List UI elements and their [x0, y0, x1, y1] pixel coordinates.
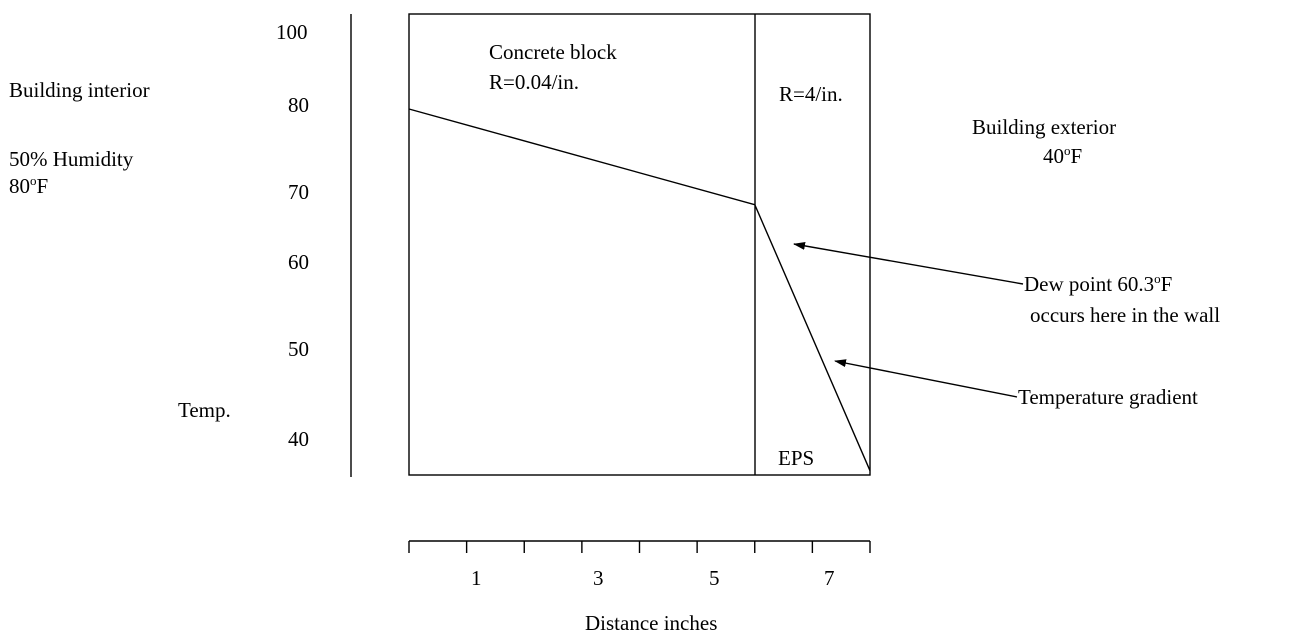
dew-point-label-line2: occurs here in the wall — [1030, 303, 1220, 327]
y-tick-label: 70 — [288, 180, 309, 204]
y-tick-label: 40 — [288, 427, 309, 451]
y-tick-label: 100 — [276, 20, 308, 44]
x-tick-label: 7 — [824, 566, 835, 590]
interior-temp-label: 80oF — [9, 173, 48, 198]
building-exterior-label: Building exterior — [972, 115, 1116, 139]
y-tick-label: 50 — [288, 337, 309, 361]
temperature-gradient-line — [408, 108, 871, 471]
temperature-gradient-label: Temperature gradient — [1018, 385, 1198, 409]
eps-r-value: R=4/in. — [779, 82, 843, 106]
y-tick-label: 80 — [288, 93, 309, 117]
gradient-arrow — [834, 359, 1018, 398]
x-axis-ticks — [408, 541, 871, 553]
x-tick-label: 1 — [471, 566, 482, 590]
x-tick-label: 5 — [709, 566, 720, 590]
x-tick-label: 3 — [593, 566, 604, 590]
exterior-temp-label: 40oF — [1043, 143, 1082, 168]
concrete-block-label: Concrete block — [489, 40, 617, 64]
x-axis-title: Distance inches — [585, 611, 717, 635]
dew-point-label: Dew point 60.3oF — [1024, 271, 1172, 296]
wall-outline — [408, 13, 871, 476]
humidity-label: 50% Humidity — [9, 147, 134, 171]
dew-point-arrow — [793, 241, 1024, 285]
y-tick-label: 60 — [288, 250, 309, 274]
eps-label: EPS — [778, 446, 814, 470]
concrete-r-value: R=0.04/in. — [489, 70, 579, 94]
building-interior-label: Building interior — [9, 78, 150, 102]
y-axis-title: Temp. — [178, 398, 231, 422]
